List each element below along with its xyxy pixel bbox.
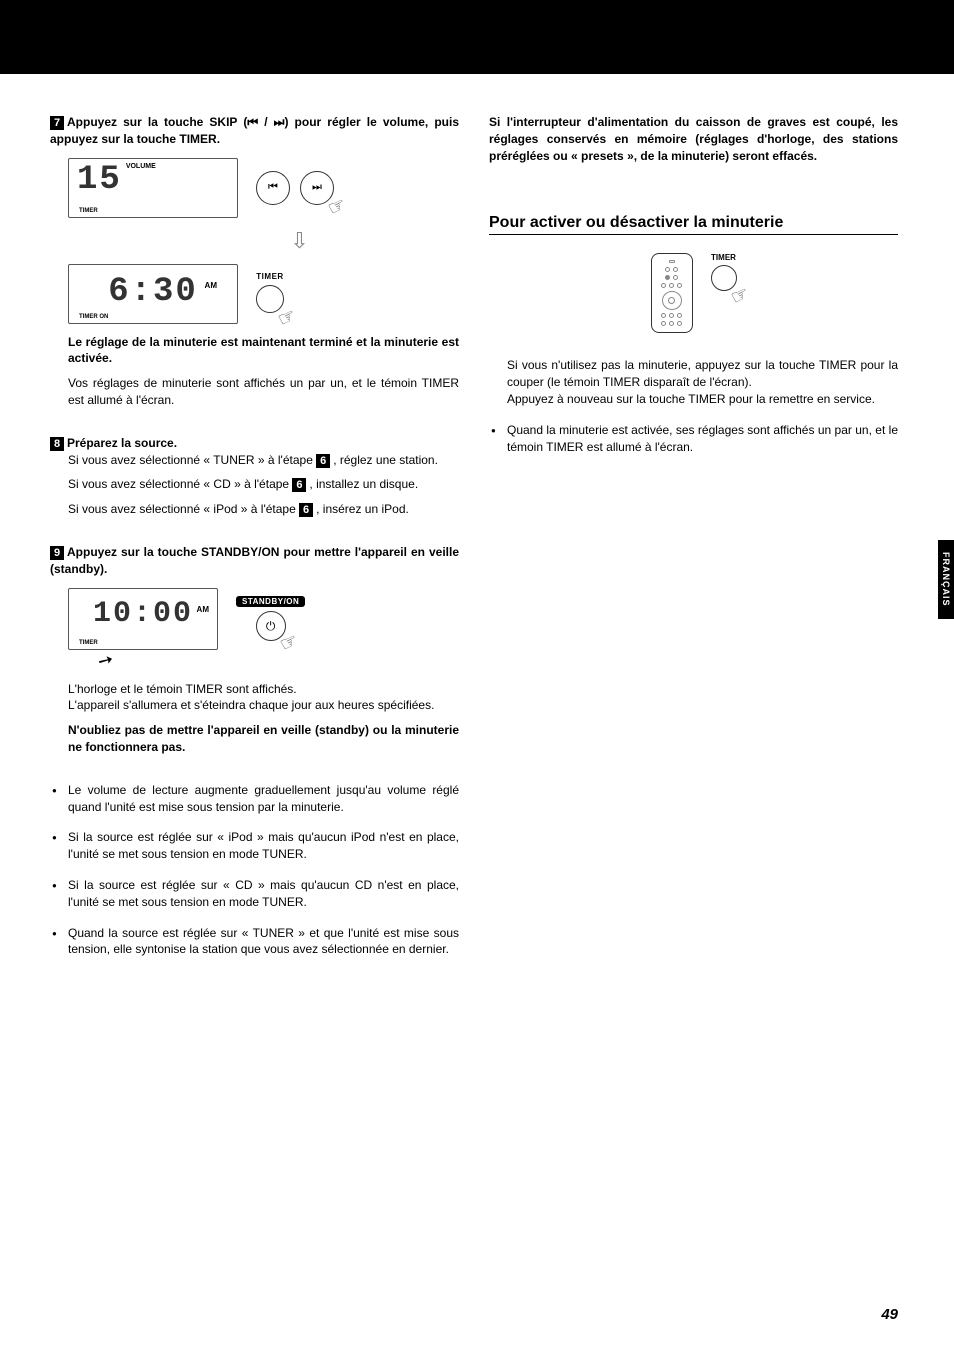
left-bullets: Le volume de lecture augmente graduellem… xyxy=(50,782,459,958)
right-column: Si l'interrupteur d'alimentation du cais… xyxy=(489,114,898,972)
timer-button-wrap: ☞ xyxy=(256,285,284,316)
bullet-2: Si la source est réglée sur « CD » mais … xyxy=(50,877,459,911)
remote-icon xyxy=(651,253,693,333)
standby-label: STANDBY/ON xyxy=(236,596,305,607)
step-8-line-1: Si vous avez sélectionné « TUNER » à l'é… xyxy=(68,452,459,469)
page-number: 49 xyxy=(881,1306,898,1323)
hand-icon: ☞ xyxy=(726,281,753,311)
step-9: 9Appuyez sur la touche STANDBY/ON pour m… xyxy=(50,544,459,756)
remote-timer-button-wrap: ☞ xyxy=(711,265,737,294)
lcd-volume-label: VOLUME xyxy=(126,163,156,170)
right-body-2: Appuyez à nouveau sur la touche TIMER po… xyxy=(507,391,898,408)
step-9-figure: 10:00 AM TIMER STANDBY/ON ⏻ ☞ xyxy=(68,588,459,650)
step-9-body-2: L'appareil s'allumera et s'éteindra chaq… xyxy=(68,697,459,714)
page-content: 7Appuyez sur la touche SKIP (⏮ / ⏭) pour… xyxy=(0,74,954,972)
right-body-1: Si vous n'utilisez pas la minuterie, app… xyxy=(507,357,898,391)
left-column: 7Appuyez sur la touche SKIP (⏮ / ⏭) pour… xyxy=(50,114,459,972)
ref-6-c: 6 xyxy=(299,503,313,517)
lcd-volume-value: 15 xyxy=(77,161,122,199)
remote-timer-label: TIMER xyxy=(711,253,736,262)
skip-next-button-wrap: ⏭ ☞ xyxy=(300,171,334,205)
step-9-number: 9 xyxy=(50,546,64,560)
arrow-down-icon: ⇩ xyxy=(140,228,459,254)
remote-figure: TIMER ☞ xyxy=(489,253,898,333)
bullet-0: Le volume de lecture augmente graduellem… xyxy=(50,782,459,816)
step-8-body: Si vous avez sélectionné « TUNER » à l'é… xyxy=(68,452,459,518)
lcd-time-ampm: AM xyxy=(205,281,217,290)
s8-l2a: Si vous avez sélectionné « CD » à l'étap… xyxy=(68,477,292,491)
step-9-warning: N'oubliez pas de mettre l'appareil en ve… xyxy=(68,722,459,756)
lcd-time: 6:30 AM TIMER ON xyxy=(68,264,238,324)
step-9-heading: 9Appuyez sur la touche STANDBY/ON pour m… xyxy=(50,544,459,578)
s8-l3a: Si vous avez sélectionné « iPod » à l'ét… xyxy=(68,502,299,516)
lcd-clock: 10:00 AM TIMER xyxy=(68,588,218,650)
s8-l3b: , insérez un iPod. xyxy=(316,502,409,516)
standby-button-wrap: ⏻ ☞ xyxy=(256,611,286,641)
step-8-number: 8 xyxy=(50,437,64,451)
timer-button-label: TIMER xyxy=(256,272,283,281)
s8-l1a: Si vous avez sélectionné « TUNER » à l'é… xyxy=(68,453,316,467)
section-rule xyxy=(489,234,898,235)
step-7-figure-1: 15 VOLUME TIMER ⏮ ⏭ ☞ xyxy=(68,158,459,218)
step-7-done-bold: Le réglage de la minuterie est maintenan… xyxy=(68,334,459,368)
step-8: 8Préparez la source. Si vous avez sélect… xyxy=(50,435,459,518)
step-8-line-3: Si vous avez sélectionné « iPod » à l'ét… xyxy=(68,501,459,518)
right-bullets: Quand la minuterie est activée, ses régl… xyxy=(489,422,898,456)
pointer-arrow-icon: ➚ xyxy=(86,654,459,671)
s8-l2b: , installez un disque. xyxy=(309,477,418,491)
remote-timer-button-group: TIMER ☞ xyxy=(711,253,737,333)
step-7: 7Appuyez sur la touche SKIP (⏮ / ⏭) pour… xyxy=(50,114,459,409)
step-8-text: Préparez la source. xyxy=(67,436,177,450)
lcd-volume: 15 VOLUME TIMER xyxy=(68,158,238,218)
step-9-body: L'horloge et le témoin TIMER sont affich… xyxy=(68,681,459,756)
lcd-clock-ampm: AM xyxy=(197,605,209,614)
step-7-figure-2: 6:30 AM TIMER ON TIMER ☞ xyxy=(68,264,459,324)
step-7-body: Le réglage de la minuterie est maintenan… xyxy=(68,334,459,409)
s8-l1b: , réglez une station. xyxy=(333,453,438,467)
step-8-heading: 8Préparez la source. xyxy=(50,435,459,452)
language-tab: FRANÇAIS xyxy=(938,540,954,619)
step-8-line-2: Si vous avez sélectionné « CD » à l'étap… xyxy=(68,476,459,493)
lcd-clock-value: 10:00 xyxy=(93,597,193,631)
lcd-clock-footer: TIMER xyxy=(79,640,98,646)
skip-prev-button[interactable]: ⏮ xyxy=(256,171,290,205)
timer-button-group: TIMER ☞ xyxy=(256,272,284,316)
ref-6-b: 6 xyxy=(292,478,306,492)
bullet-3: Quand la source est réglée sur « TUNER »… xyxy=(50,925,459,959)
step-7-done-body: Vos réglages de minuterie sont affichés … xyxy=(68,375,459,409)
right-body: Si vous n'utilisez pas la minuterie, app… xyxy=(507,357,898,407)
step-9-text: Appuyez sur la touche STANDBY/ON pour me… xyxy=(50,545,459,576)
step-9-body-1: L'horloge et le témoin TIMER sont affich… xyxy=(68,681,459,698)
standby-button-group: STANDBY/ON ⏻ ☞ xyxy=(236,596,305,641)
lcd-time-value: 6:30 xyxy=(108,273,198,311)
right-intro: Si l'interrupteur d'alimentation du cais… xyxy=(489,114,898,164)
ref-6-a: 6 xyxy=(316,454,330,468)
section-title: Pour activer ou désactiver la minuterie xyxy=(489,214,898,232)
skip-glyph: ⏮ / ⏭ xyxy=(247,115,284,129)
right-bullet-0: Quand la minuterie est activée, ses régl… xyxy=(489,422,898,456)
step-7-text-a: Appuyez sur la touche SKIP ( xyxy=(67,115,247,129)
step-7-number: 7 xyxy=(50,116,64,130)
step-7-heading: 7Appuyez sur la touche SKIP (⏮ / ⏭) pour… xyxy=(50,114,459,148)
lcd-volume-footer: TIMER xyxy=(79,208,98,214)
header-bar xyxy=(0,0,954,74)
bullet-1: Si la source est réglée sur « iPod » mai… xyxy=(50,829,459,863)
lcd-time-footer: TIMER ON xyxy=(79,314,108,320)
